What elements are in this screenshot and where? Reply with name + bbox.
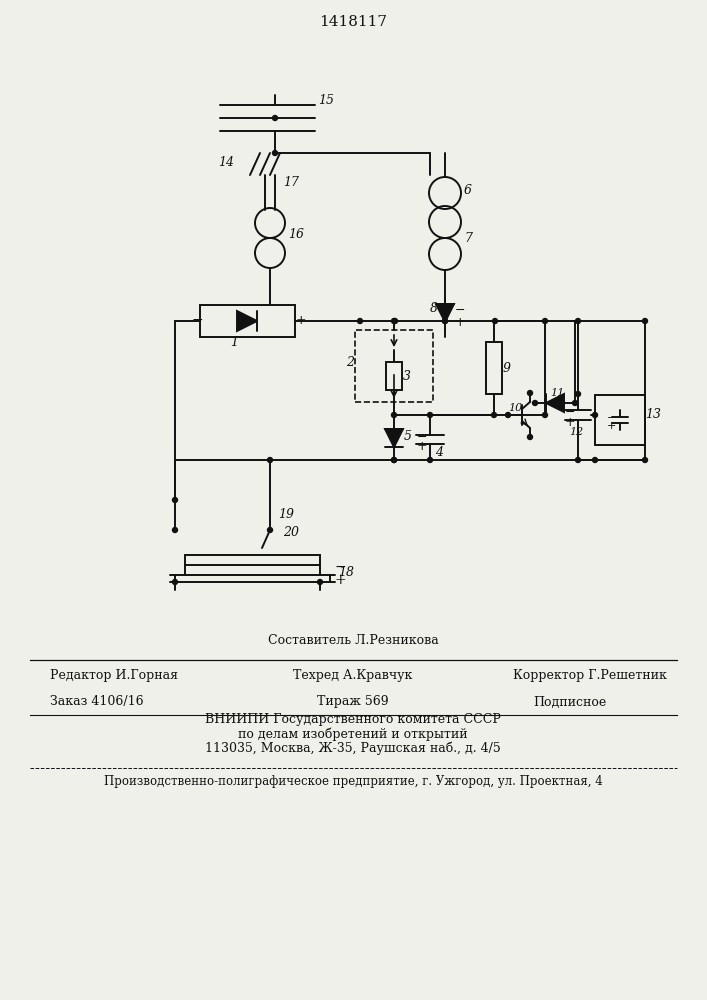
- Circle shape: [532, 400, 537, 406]
- Circle shape: [542, 318, 547, 324]
- Circle shape: [173, 497, 177, 502]
- Text: Редактор И.Горная: Редактор И.Горная: [50, 670, 178, 682]
- Bar: [486, 342, 502, 394]
- Text: −: −: [607, 413, 617, 423]
- Text: Подписное: Подписное: [533, 696, 607, 708]
- Text: ВНИИПИ Государственного комитета СССР: ВНИИПИ Государственного комитета СССР: [205, 714, 501, 726]
- Text: Корректор Г.Решетник: Корректор Г.Решетник: [513, 670, 667, 682]
- Circle shape: [527, 390, 532, 395]
- Text: +: +: [417, 440, 428, 452]
- Text: по делам изобретений и открытий: по делам изобретений и открытий: [238, 727, 468, 741]
- Text: 3: 3: [403, 369, 411, 382]
- Circle shape: [428, 458, 433, 462]
- Bar: [355, 330, 433, 402]
- Text: 5: 5: [404, 430, 412, 444]
- Circle shape: [493, 318, 498, 324]
- Text: +: +: [607, 421, 617, 431]
- Bar: [595, 395, 645, 445]
- Circle shape: [506, 412, 510, 418]
- Text: 9: 9: [503, 361, 511, 374]
- Text: −: −: [335, 560, 346, 574]
- Bar: [386, 362, 402, 390]
- Text: Техред А.Кравчук: Техред А.Кравчук: [293, 670, 413, 682]
- Polygon shape: [436, 304, 454, 322]
- Circle shape: [392, 318, 397, 324]
- Circle shape: [392, 318, 397, 324]
- Circle shape: [358, 318, 363, 324]
- Circle shape: [491, 412, 496, 418]
- Text: −: −: [417, 430, 428, 444]
- Circle shape: [592, 458, 597, 462]
- Circle shape: [643, 318, 648, 324]
- Circle shape: [173, 528, 177, 532]
- Circle shape: [443, 318, 448, 324]
- Circle shape: [643, 458, 648, 462]
- Circle shape: [173, 580, 177, 584]
- Circle shape: [575, 318, 580, 324]
- Text: 19: 19: [278, 508, 294, 522]
- Circle shape: [392, 412, 397, 418]
- Circle shape: [527, 434, 532, 440]
- Polygon shape: [546, 394, 564, 412]
- Text: 15: 15: [318, 94, 334, 106]
- Text: 12: 12: [569, 427, 583, 437]
- Text: 13: 13: [645, 408, 661, 422]
- Text: Производственно-полиграфическое предприятие, г. Ужгород, ул. Проектная, 4: Производственно-полиграфическое предприя…: [104, 776, 602, 788]
- Circle shape: [428, 412, 433, 418]
- Text: 14: 14: [218, 155, 234, 168]
- Circle shape: [573, 400, 578, 406]
- Circle shape: [575, 391, 580, 396]
- Circle shape: [272, 150, 278, 155]
- Circle shape: [392, 458, 397, 462]
- Text: −: −: [192, 313, 204, 327]
- Circle shape: [443, 318, 448, 324]
- Polygon shape: [385, 429, 403, 447]
- Text: +: +: [296, 314, 307, 326]
- Circle shape: [592, 412, 597, 418]
- Text: 11: 11: [550, 388, 564, 398]
- Text: 17: 17: [283, 176, 299, 188]
- Text: Тираж 569: Тираж 569: [317, 696, 389, 708]
- Text: 1418117: 1418117: [319, 15, 387, 29]
- Text: 2: 2: [346, 357, 354, 369]
- Text: −: −: [455, 304, 465, 316]
- Text: 8: 8: [430, 302, 438, 314]
- Circle shape: [272, 115, 278, 120]
- Text: 7: 7: [464, 232, 472, 244]
- Text: 4: 4: [435, 446, 443, 460]
- Polygon shape: [237, 311, 257, 331]
- Text: 6: 6: [464, 184, 472, 196]
- Text: +: +: [565, 416, 575, 428]
- Circle shape: [392, 458, 397, 462]
- Circle shape: [542, 412, 547, 418]
- Text: +: +: [335, 573, 346, 587]
- Circle shape: [267, 528, 272, 532]
- Text: +: +: [455, 316, 466, 328]
- Circle shape: [267, 458, 272, 462]
- Text: 10: 10: [508, 403, 522, 413]
- Circle shape: [575, 458, 580, 462]
- Text: 20: 20: [283, 526, 299, 540]
- Text: 16: 16: [288, 229, 304, 241]
- Text: 1: 1: [230, 336, 238, 349]
- Circle shape: [317, 580, 322, 584]
- Text: Составитель Л.Резникова: Составитель Л.Резникова: [268, 634, 438, 647]
- Bar: [200, 305, 295, 337]
- Text: −: −: [565, 406, 575, 418]
- Text: Заказ 4106/16: Заказ 4106/16: [50, 696, 144, 708]
- Text: 18: 18: [338, 566, 354, 580]
- Text: 113035, Москва, Ж-35, Раушская наб., д. 4/5: 113035, Москва, Ж-35, Раушская наб., д. …: [205, 741, 501, 755]
